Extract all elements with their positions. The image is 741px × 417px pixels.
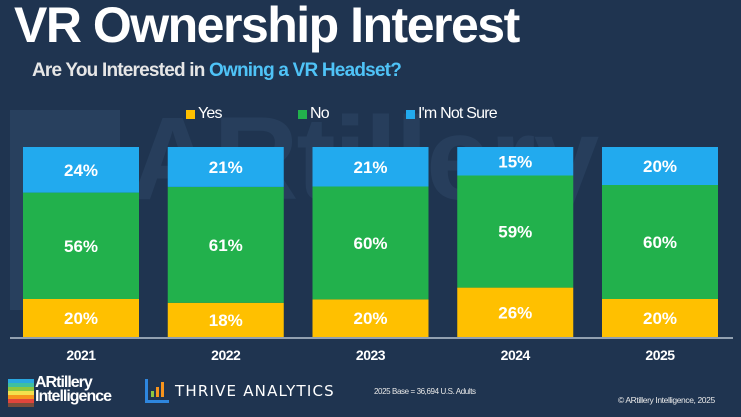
legend-label-not-sure: I'm Not Sure xyxy=(418,105,498,122)
thrive-logo-text: THRIVE ANALYTICS xyxy=(175,382,335,400)
bar-segment-2021-yes xyxy=(23,299,139,337)
legend-label-yes: Yes xyxy=(198,105,222,122)
legend-swatch-no xyxy=(298,109,307,119)
data-label-2023-yes: 20% xyxy=(353,309,387,328)
bar-segment-2022-no xyxy=(167,186,284,303)
legend-item-yes: Yes xyxy=(186,105,222,123)
data-label-2021-i-m-not-sure: 24% xyxy=(64,161,98,180)
thrive-bar-chart-icon xyxy=(145,379,169,403)
legend-item-not-sure: I'm Not Sure xyxy=(406,105,498,123)
data-label-2021-yes: 20% xyxy=(64,309,98,328)
bar-segment-2021-i-m-not-sure xyxy=(23,147,139,193)
bar-segment-2025-no xyxy=(602,185,718,299)
x-axis-labels: 2021 2022 2023 2024 2025 xyxy=(66,347,675,363)
data-label-2022-no: 61% xyxy=(209,236,243,255)
artillery-logo-line2: Intelligence xyxy=(35,388,112,405)
subtitle-highlight: Owning a VR Headset? xyxy=(209,60,402,81)
legend-swatch-not-sure xyxy=(406,109,415,119)
data-label-2024-i-m-not-sure: 15% xyxy=(498,152,532,171)
bars-group: 20% 56% 24% 18% 61% 21% 20% 60% 21% 26% 59% 15% 20% 6… xyxy=(23,147,718,337)
data-label-2023-no: 60% xyxy=(353,234,387,253)
x-tick-label-2021: 2021 xyxy=(66,347,96,363)
bar-segment-2021-no xyxy=(23,192,139,299)
data-label-2023-i-m-not-sure: 21% xyxy=(353,158,387,177)
chart-title: VR Ownership Interest xyxy=(14,0,520,53)
x-tick-label-2025: 2025 xyxy=(645,347,675,363)
data-label-2025-i-m-not-sure: 20% xyxy=(643,157,677,176)
legend-label-no: No xyxy=(310,105,330,122)
artillery-logo-line1: ARtillery xyxy=(35,374,93,391)
data-label-2025-no: 60% xyxy=(643,233,677,252)
sample-base-note: 2025 Base = 36,694 U.S. Adults xyxy=(374,387,476,396)
chart-legend: Yes No I'm Not Sure xyxy=(0,105,741,125)
bar-segment-2024-no xyxy=(457,175,574,288)
bar-segment-2025-yes xyxy=(602,299,718,337)
data-label-2022-i-m-not-sure: 21% xyxy=(209,158,243,177)
legend-swatch-yes xyxy=(186,109,195,119)
bar-segment-2023-no xyxy=(312,186,429,300)
legend-item-no: No xyxy=(298,105,330,123)
bar-segment-2023-i-m-not-sure xyxy=(312,147,429,187)
artillery-intelligence-logo: ARtillery Intelligence xyxy=(8,374,128,411)
bar-segment-2022-yes xyxy=(167,302,284,337)
x-tick-label-2024: 2024 xyxy=(501,347,531,363)
data-label-2024-yes: 26% xyxy=(498,303,532,322)
bar-segment-2024-yes xyxy=(457,287,574,337)
chart-subtitle: Are You Interested in Owning a VR Headse… xyxy=(32,60,402,82)
bar-segment-2025-i-m-not-sure xyxy=(602,147,718,185)
bar-segment-2024-i-m-not-sure xyxy=(457,147,574,176)
data-label-2025-yes: 20% xyxy=(643,309,677,328)
data-label-2024-no: 59% xyxy=(498,223,532,242)
subtitle-prefix: Are You Interested in xyxy=(32,60,210,81)
x-tick-label-2023: 2023 xyxy=(356,347,386,363)
data-label-2022-yes: 18% xyxy=(209,311,243,330)
bar-segment-2022-i-m-not-sure xyxy=(167,147,284,187)
thrive-analytics-logo: THRIVE ANALYTICS xyxy=(145,379,335,403)
data-label-2021-no: 56% xyxy=(64,237,98,256)
artillery-logo-stripes-icon xyxy=(8,379,34,407)
x-tick-label-2022: 2022 xyxy=(211,347,241,363)
bar-segment-2023-yes xyxy=(312,299,429,337)
copyright-notice: © ARtillery Intelligence, 2025 xyxy=(618,395,715,405)
